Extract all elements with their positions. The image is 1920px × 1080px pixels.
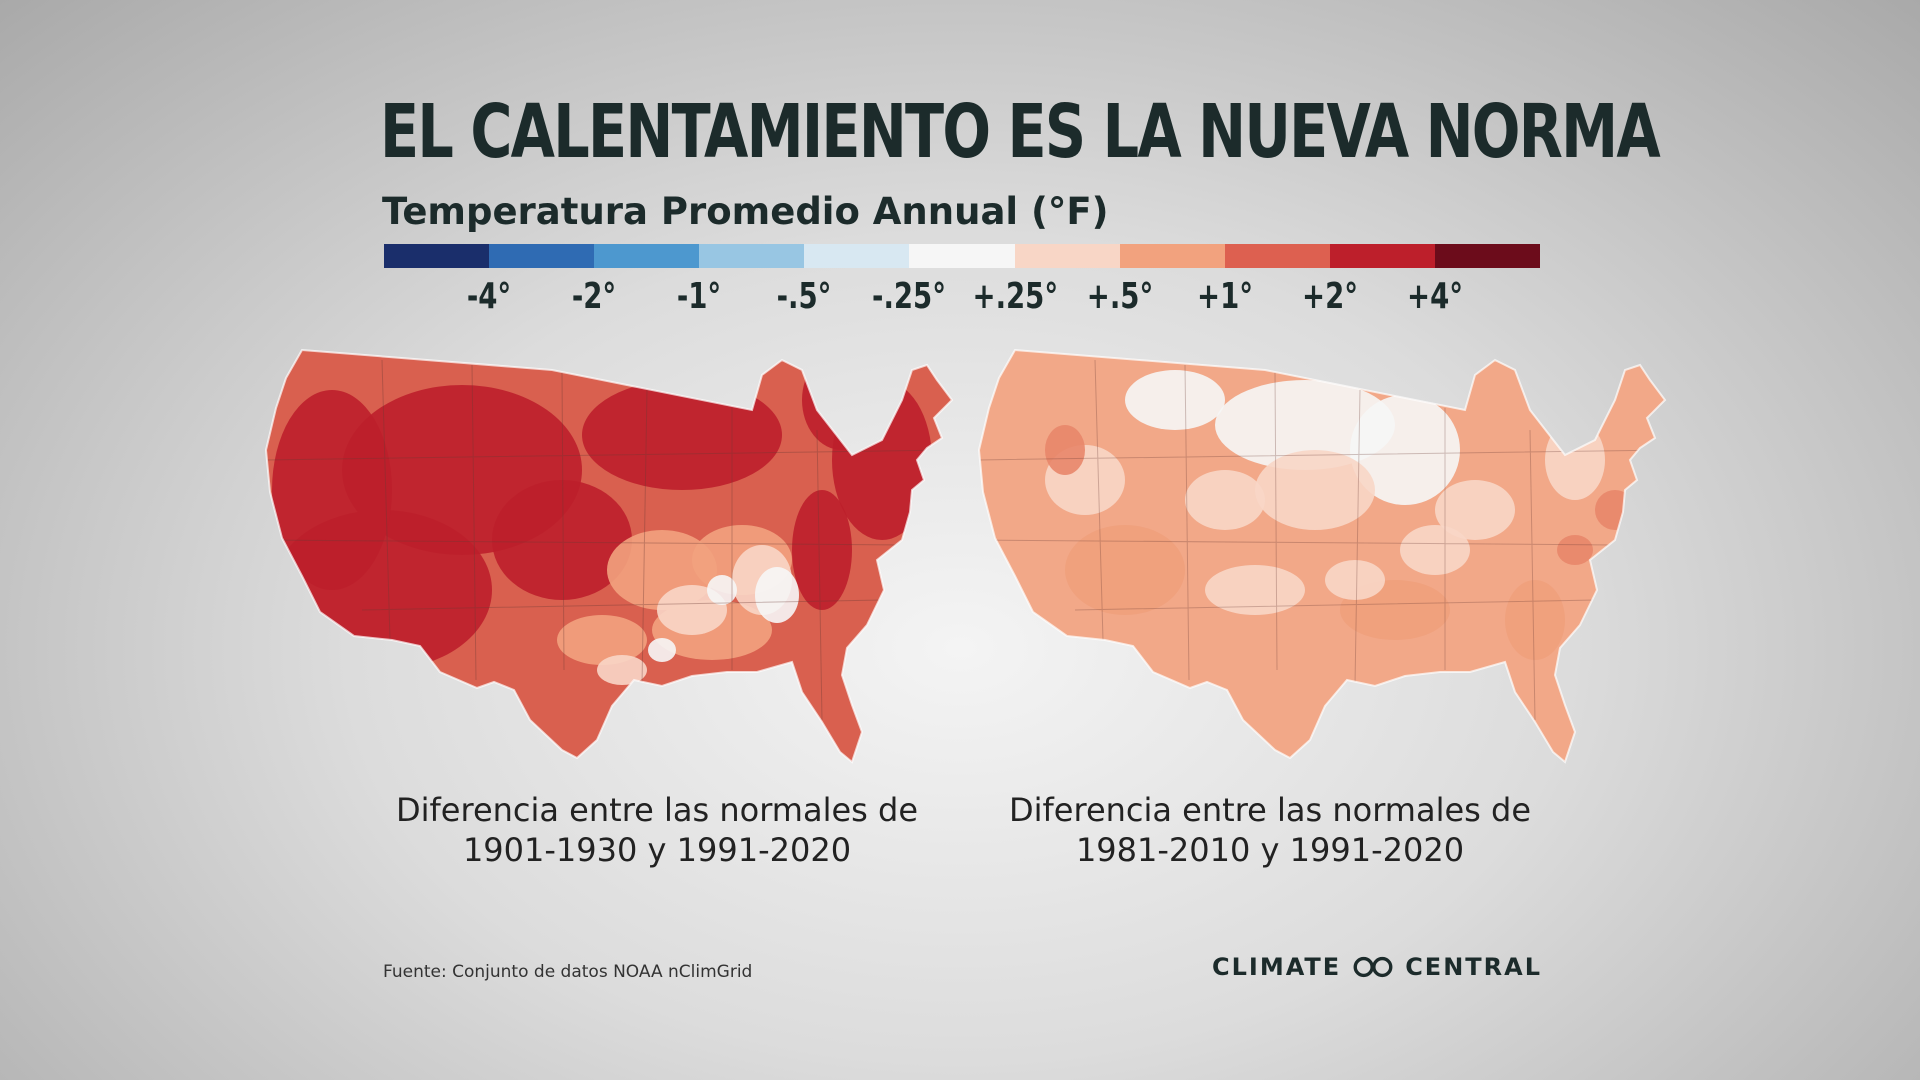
map-right: [975, 340, 1675, 780]
map-temperature-patch: [1350, 395, 1460, 505]
brand-right-word: CENTRAL: [1405, 953, 1542, 981]
caption-left: Diferencia entre las normales de 1901-19…: [347, 790, 967, 870]
map-temperature-patch: [272, 390, 392, 590]
legend-tick-label: -.5°: [776, 276, 832, 317]
map-temperature-patch: [707, 575, 737, 605]
legend-swatch-0: [384, 244, 490, 268]
map-temperature-patch: [1595, 490, 1635, 530]
map-temperature-patch: [1125, 370, 1225, 430]
map-temperature-patch: [1435, 480, 1515, 540]
legend-swatch-1: [489, 244, 595, 268]
caption-right-line1: Diferencia entre las normales de: [1009, 791, 1531, 829]
legend-swatch-5: [909, 244, 1015, 268]
legend-swatch-9: [1329, 244, 1435, 268]
legend-swatch-8: [1224, 244, 1330, 268]
legend-tick-label: +.5°: [1086, 276, 1153, 317]
caption-right-line2: 1981-2010 y 1991-2020: [1075, 831, 1465, 869]
color-legend: [384, 244, 1541, 268]
map-temperature-patch: [1185, 470, 1265, 530]
map-temperature-patch: [492, 480, 632, 600]
map-temperature-patch: [1545, 420, 1605, 500]
map-temperature-patch: [1065, 525, 1185, 615]
map-temperature-patch: [557, 615, 647, 665]
state-borders-left: [266, 359, 952, 721]
map-temperature-patch: [1325, 560, 1385, 600]
map-temperature-patch: [1400, 525, 1470, 575]
brand-left-word: CLIMATE: [1212, 953, 1342, 981]
page-title: EL CALENTAMIENTO ES LA NUEVA NORMA: [380, 89, 1661, 175]
legend-tick-label: +.25°: [972, 276, 1058, 317]
map-temperature-patch: [582, 380, 782, 490]
us-map-left: [265, 349, 953, 763]
legend-swatch-4: [804, 244, 910, 268]
legend-swatch-2: [594, 244, 700, 268]
legend-tick-label: -1°: [677, 276, 722, 317]
map-temperature-patch: [648, 638, 676, 662]
map-temperature-patch: [755, 567, 799, 623]
legend-tick-label: -2°: [571, 276, 617, 317]
us-map-right: [978, 349, 1666, 763]
map-left: [262, 340, 962, 780]
caption-left-line1: Diferencia entre las normales de: [396, 791, 918, 829]
caption-right: Diferencia entre las normales de 1981-20…: [960, 790, 1580, 870]
climate-central-logo: CLIMATE CENTRAL: [1212, 950, 1542, 984]
legend-tick-label: +2°: [1301, 276, 1358, 317]
map-temperature-patch: [1215, 380, 1395, 470]
legend-swatch-3: [699, 244, 805, 268]
state-borders-right: [979, 359, 1665, 721]
legend-swatch-10: [1434, 244, 1541, 268]
legend-swatch-7: [1119, 244, 1225, 268]
map-temperature-patch: [1557, 535, 1593, 565]
legend-tick-label: +1°: [1196, 276, 1253, 317]
map-temperature-patch: [792, 490, 852, 610]
map-temperature-patch: [597, 655, 647, 685]
legend-tick-label: +4°: [1406, 276, 1463, 317]
legend-tick-label: -4°: [466, 276, 512, 317]
map-temperature-patch: [1045, 425, 1085, 475]
legend-tick-label: -.25°: [872, 276, 947, 317]
source-note: Fuente: Conjunto de datos NOAA nClimGrid: [383, 962, 753, 982]
infinity-rings-icon: [1353, 956, 1393, 978]
map-temperature-patch: [1255, 450, 1375, 530]
map-temperature-patch: [1505, 580, 1565, 660]
caption-left-line2: 1901-1930 y 1991-2020: [462, 831, 852, 869]
legend-swatch-6: [1014, 244, 1120, 268]
map-temperature-patch: [1205, 565, 1305, 615]
page-subtitle: Temperatura Promedio Annual (°F): [382, 190, 1109, 233]
